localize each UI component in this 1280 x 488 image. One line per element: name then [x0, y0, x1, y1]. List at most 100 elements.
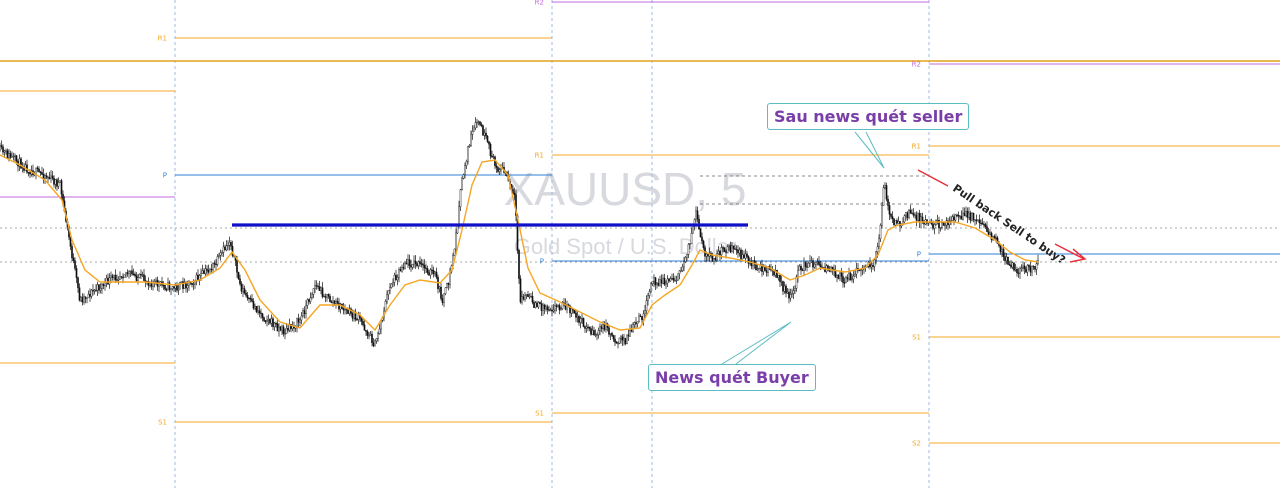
moving-average-series	[0, 154, 1039, 332]
news-seller-callout[interactable]: Sau news quét seller	[767, 103, 970, 130]
candle	[732, 245, 735, 249]
candle	[531, 295, 534, 303]
candle	[216, 256, 219, 265]
candle	[425, 267, 427, 269]
candle	[113, 274, 115, 278]
candle	[180, 281, 183, 283]
candle	[551, 309, 553, 312]
candle	[278, 326, 280, 332]
candle	[443, 293, 445, 303]
candle	[798, 265, 801, 271]
candle	[690, 233, 693, 244]
candle	[686, 254, 688, 258]
candle	[776, 270, 778, 278]
candle	[993, 236, 996, 238]
candle	[378, 328, 381, 334]
candle	[743, 254, 745, 259]
pivot-label-s2: S2	[912, 440, 921, 448]
candle	[140, 274, 142, 276]
candle	[243, 288, 246, 294]
chart-drawings[interactable]	[0, 60, 1280, 365]
candle	[179, 282, 181, 290]
candle	[987, 231, 990, 235]
candle	[150, 282, 153, 287]
candle	[236, 260, 238, 273]
candle	[837, 274, 840, 279]
moving-average-line	[0, 154, 1039, 332]
candle	[630, 329, 633, 332]
candle	[60, 180, 63, 195]
candle	[330, 301, 333, 303]
candle	[548, 309, 550, 311]
candle	[465, 160, 468, 166]
candle	[737, 249, 739, 254]
candle	[15, 155, 18, 162]
candle	[957, 214, 960, 217]
candle	[948, 220, 951, 226]
candle	[588, 326, 591, 329]
candle	[489, 143, 492, 157]
candle	[599, 326, 601, 331]
candle	[840, 272, 843, 277]
candle	[707, 253, 709, 257]
candle	[222, 246, 225, 253]
candle	[620, 336, 622, 339]
candle	[816, 261, 819, 263]
candle	[365, 330, 367, 332]
candle	[879, 224, 882, 239]
candle	[377, 333, 379, 339]
candle	[740, 249, 742, 260]
candle	[956, 214, 958, 216]
candle	[965, 211, 967, 216]
candle	[650, 283, 652, 292]
candle	[371, 333, 373, 343]
candle	[546, 306, 549, 310]
candle	[894, 220, 897, 226]
candle	[347, 309, 349, 314]
candle	[986, 226, 988, 232]
pivot-label-r1: R1	[912, 143, 921, 151]
candle	[93, 289, 96, 292]
candle	[782, 281, 784, 292]
candle	[69, 236, 72, 247]
candle	[911, 212, 913, 214]
candle	[197, 274, 199, 281]
candle	[596, 334, 598, 336]
candle	[224, 246, 226, 251]
candle	[318, 286, 321, 291]
candle	[981, 222, 984, 225]
candle	[969, 212, 972, 221]
candle	[39, 171, 42, 173]
candle	[1008, 264, 1011, 266]
candle	[246, 295, 249, 299]
candle	[726, 246, 729, 253]
candle	[320, 287, 322, 291]
candle	[225, 245, 228, 251]
candle	[74, 260, 76, 269]
candle	[356, 318, 358, 321]
candle	[108, 277, 111, 285]
candle	[372, 342, 375, 347]
candle	[831, 266, 834, 270]
candle	[731, 245, 733, 253]
candle	[471, 131, 474, 135]
candle	[713, 258, 715, 262]
candle	[338, 302, 340, 310]
candle	[339, 303, 342, 310]
candle	[62, 194, 64, 202]
candle	[440, 286, 442, 299]
candle	[608, 327, 610, 335]
candle	[401, 266, 403, 272]
pivot-label-s1: S1	[158, 419, 167, 427]
candle	[354, 311, 357, 320]
candle	[183, 282, 186, 289]
candle	[983, 224, 985, 226]
candle	[653, 277, 655, 282]
candle	[660, 279, 663, 284]
news-seller-leader	[854, 131, 885, 169]
candle	[878, 238, 880, 248]
candle	[275, 323, 277, 325]
candle	[84, 296, 87, 299]
news-buyer-callout[interactable]: News quét Buyer	[648, 364, 816, 391]
